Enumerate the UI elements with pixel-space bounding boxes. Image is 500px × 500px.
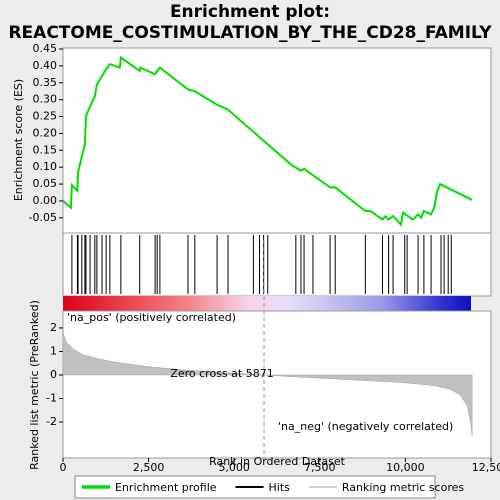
x-tick-label: 12,500 (472, 461, 500, 474)
y-tick-label: 0.45 (33, 42, 58, 55)
pos-label: 'na_pos' (positively correlated) (67, 311, 236, 324)
y-tick-label: 0 (50, 368, 57, 381)
y-tick-label: -1 (46, 391, 57, 404)
color-bar (63, 296, 471, 311)
y-tick-label: -0.05 (29, 211, 57, 224)
y-axis-label: Enrichment score (ES) (12, 79, 25, 201)
hits-panel (62, 232, 492, 297)
y-tick-label: 0.05 (33, 177, 58, 190)
x-tick-label: 2,500 (133, 461, 165, 474)
y-tick-label: 2 (50, 321, 57, 334)
neg-label: 'na_neg' (negatively correlated) (278, 420, 453, 433)
y-tick-label: 0.00 (33, 194, 58, 207)
legend-label: Ranking metric scores (342, 481, 464, 494)
x-tick-label: 5,000 (218, 461, 250, 474)
y-tick-label: 0.30 (33, 93, 58, 106)
x-axis-label: Rank in Ordered Dataset (209, 455, 346, 468)
legend-label: Enrichment profile (115, 481, 217, 494)
x-tick-label: 0 (60, 461, 67, 474)
legend-label: Hits (269, 481, 291, 494)
y-tick-label: 1 (50, 344, 57, 357)
y-tick-label: 0.40 (33, 59, 58, 72)
y-axis-label: Ranked list metric (PreRanked) (28, 300, 41, 470)
y-tick-label: 0.20 (33, 126, 58, 139)
y-tick-label: 0.25 (33, 110, 58, 123)
y-tick-label: 0.15 (33, 143, 58, 156)
y-tick-label: 0.35 (33, 76, 58, 89)
zero-cross-label: Zero cross at 5871 (170, 367, 273, 380)
x-tick-label: 7,500 (304, 461, 336, 474)
x-tick-label: 10,000 (386, 461, 425, 474)
es-panel (62, 47, 492, 234)
y-tick-label: 0.10 (33, 160, 58, 173)
metric-area (62, 332, 473, 437)
metric-panel (62, 310, 492, 459)
y-tick-label: -2 (46, 415, 57, 428)
chart-subtitle: REACTOME_COSTIMULATION_BY_THE_CD28_FAMIL… (8, 23, 492, 43)
chart-title: Enrichment plot: (170, 2, 330, 22)
es-line (62, 55, 473, 227)
